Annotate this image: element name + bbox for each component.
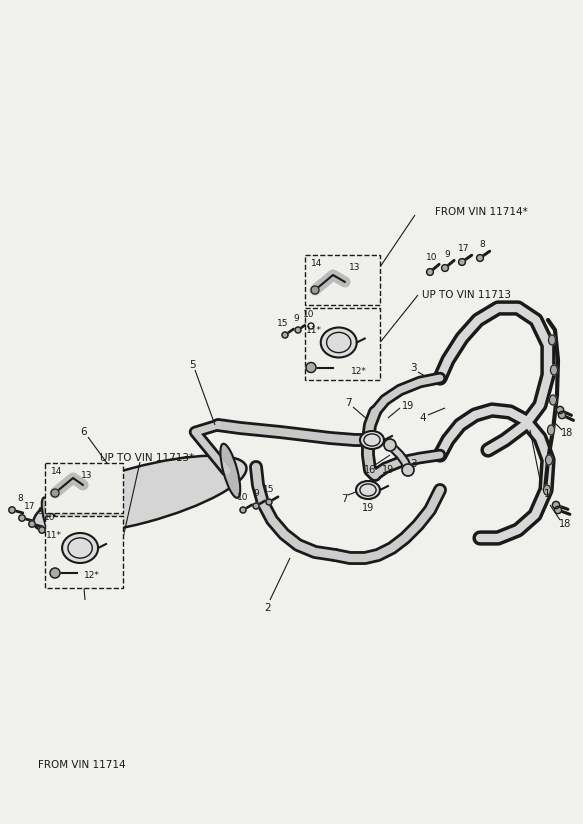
Circle shape	[306, 363, 316, 372]
Ellipse shape	[62, 533, 98, 563]
Circle shape	[553, 501, 560, 508]
Text: 16: 16	[364, 465, 376, 475]
Text: 7: 7	[340, 494, 347, 504]
Ellipse shape	[321, 327, 357, 358]
Text: 10: 10	[44, 513, 56, 522]
Circle shape	[427, 269, 433, 275]
Text: 12*: 12*	[351, 367, 367, 376]
Circle shape	[311, 286, 319, 294]
Text: 9: 9	[253, 489, 259, 498]
Text: FROM VIN 11714: FROM VIN 11714	[38, 760, 125, 770]
Circle shape	[50, 568, 60, 578]
Circle shape	[295, 327, 301, 333]
Circle shape	[19, 515, 25, 522]
Circle shape	[282, 332, 288, 338]
Ellipse shape	[42, 498, 58, 541]
Ellipse shape	[547, 425, 554, 435]
Text: 6: 6	[80, 427, 87, 437]
Circle shape	[9, 507, 15, 513]
Text: 1: 1	[544, 489, 550, 499]
Circle shape	[554, 507, 561, 513]
Ellipse shape	[550, 395, 557, 405]
Text: 9: 9	[37, 508, 43, 517]
Text: 15: 15	[264, 485, 275, 494]
Text: 3: 3	[410, 459, 416, 469]
Text: 10: 10	[426, 254, 438, 263]
Text: 19: 19	[382, 465, 394, 475]
Text: 4: 4	[420, 413, 426, 423]
Ellipse shape	[33, 456, 247, 534]
Text: 19: 19	[402, 401, 414, 411]
Circle shape	[29, 521, 35, 527]
Text: 13: 13	[349, 263, 361, 271]
Ellipse shape	[356, 481, 380, 499]
Ellipse shape	[220, 443, 240, 498]
Text: 18: 18	[559, 519, 571, 529]
Circle shape	[384, 439, 396, 451]
Text: 7: 7	[345, 398, 352, 408]
Ellipse shape	[550, 365, 557, 375]
Circle shape	[240, 507, 246, 513]
Circle shape	[559, 411, 566, 419]
Text: 9: 9	[444, 250, 450, 259]
FancyBboxPatch shape	[45, 516, 123, 588]
Text: 11*: 11*	[306, 325, 322, 335]
Circle shape	[476, 255, 483, 261]
Ellipse shape	[549, 335, 556, 345]
Ellipse shape	[546, 455, 553, 465]
Text: UP TO VIN 11713*: UP TO VIN 11713*	[100, 453, 194, 463]
Text: 17: 17	[458, 244, 470, 252]
Text: 5: 5	[189, 360, 195, 370]
Text: 15: 15	[278, 319, 289, 327]
Ellipse shape	[543, 485, 550, 495]
Circle shape	[402, 464, 414, 476]
Circle shape	[51, 489, 59, 497]
Circle shape	[39, 527, 45, 533]
Text: 14: 14	[311, 259, 322, 268]
Text: 3: 3	[410, 363, 416, 373]
Text: 9: 9	[293, 313, 299, 322]
Circle shape	[266, 499, 272, 505]
Text: FROM VIN 11714*: FROM VIN 11714*	[435, 207, 528, 217]
Text: 10: 10	[237, 493, 249, 502]
Circle shape	[441, 265, 448, 271]
Circle shape	[308, 323, 314, 329]
Text: 10: 10	[303, 310, 315, 319]
Text: 17: 17	[24, 502, 36, 511]
Text: 13: 13	[81, 471, 93, 480]
Circle shape	[459, 259, 465, 265]
Ellipse shape	[360, 431, 384, 449]
FancyBboxPatch shape	[45, 463, 123, 513]
Text: 8: 8	[479, 240, 485, 249]
Text: 19: 19	[362, 503, 374, 513]
Circle shape	[253, 503, 259, 509]
Text: 18: 18	[561, 428, 573, 438]
FancyBboxPatch shape	[305, 307, 380, 380]
Text: 12*: 12*	[84, 571, 100, 580]
Text: 8: 8	[17, 494, 23, 503]
Circle shape	[556, 406, 564, 414]
Text: UP TO VIN 11713: UP TO VIN 11713	[422, 290, 511, 300]
Text: 14: 14	[51, 466, 63, 475]
FancyBboxPatch shape	[305, 255, 380, 305]
Text: 11*: 11*	[47, 531, 62, 540]
Text: 2: 2	[265, 603, 271, 613]
